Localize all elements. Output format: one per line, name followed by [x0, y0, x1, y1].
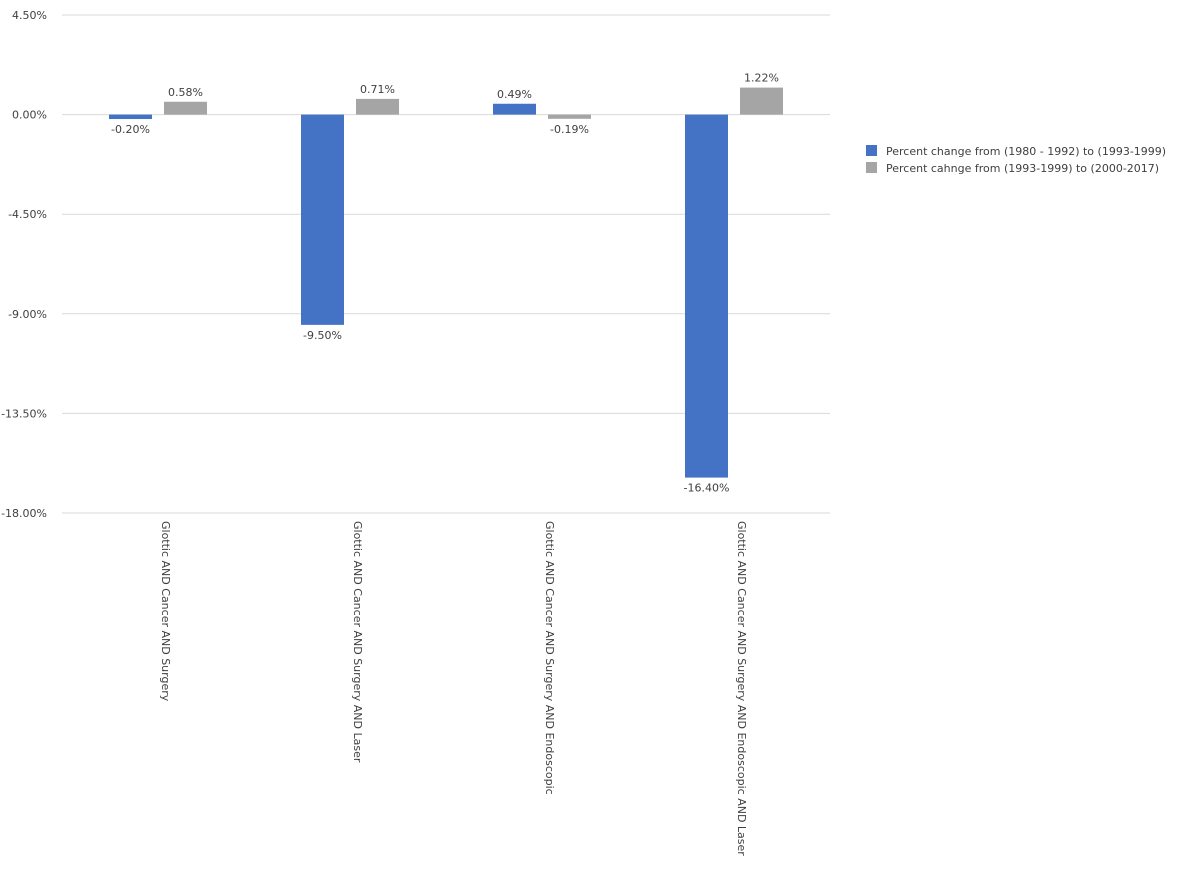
data-label: 1.22%	[744, 72, 779, 85]
x-axis: Glottic AND Cancer AND Surgery Glottic AN…	[159, 521, 748, 856]
category-label: Glottic AND Cancer AND Surgery AND Endos…	[735, 521, 748, 856]
data-label: -16.40%	[684, 482, 730, 495]
legend: Percent change from (1980 - 1992) to (19…	[866, 145, 1166, 175]
bar-series-1	[301, 114, 344, 325]
data-labels: -0.20% 0.58% -9.50% 0.71% 0.49% -0.19% -16.40%…	[111, 72, 779, 495]
y-tick-label: -18.00%	[1, 507, 47, 520]
bar-series-1	[109, 114, 152, 120]
legend-label: Percent change from (1980 - 1992) to (19…	[886, 145, 1166, 158]
data-label: 0.71%	[360, 83, 395, 96]
category-label: Glottic AND Cancer AND Surgery	[159, 521, 172, 702]
y-tick-label: -9.00%	[8, 308, 47, 321]
bar-series-2	[548, 114, 591, 119]
y-tick-label: -13.50%	[1, 407, 47, 420]
data-label: 0.49%	[497, 88, 532, 101]
legend-swatch	[866, 145, 877, 156]
data-label: -0.20%	[111, 123, 150, 136]
data-label: 0.58%	[168, 86, 203, 99]
y-axis: 4.50% 0.00% -4.50% -9.00% -13.50% -18.00%	[1, 9, 47, 520]
bars	[109, 87, 783, 478]
bar-series-1	[493, 103, 536, 115]
legend-label: Percent cahnge from (1993-1999) to (2000…	[886, 162, 1159, 175]
category-label: Glottic AND Cancer AND Surgery AND Endos…	[543, 521, 556, 795]
data-label: -9.50%	[303, 329, 342, 342]
bar-series-2	[356, 98, 399, 115]
y-tick-label: 0.00%	[12, 109, 47, 122]
bar-series-2	[164, 101, 207, 115]
legend-swatch	[866, 162, 877, 173]
bar-series-2	[740, 87, 783, 115]
category-label: Glottic AND Cancer AND Surgery AND Laser	[351, 521, 364, 763]
data-label: -0.19%	[550, 123, 589, 136]
y-tick-label: 4.50%	[12, 9, 47, 22]
bar-series-1	[685, 114, 728, 478]
y-tick-label: -4.50%	[8, 208, 47, 221]
